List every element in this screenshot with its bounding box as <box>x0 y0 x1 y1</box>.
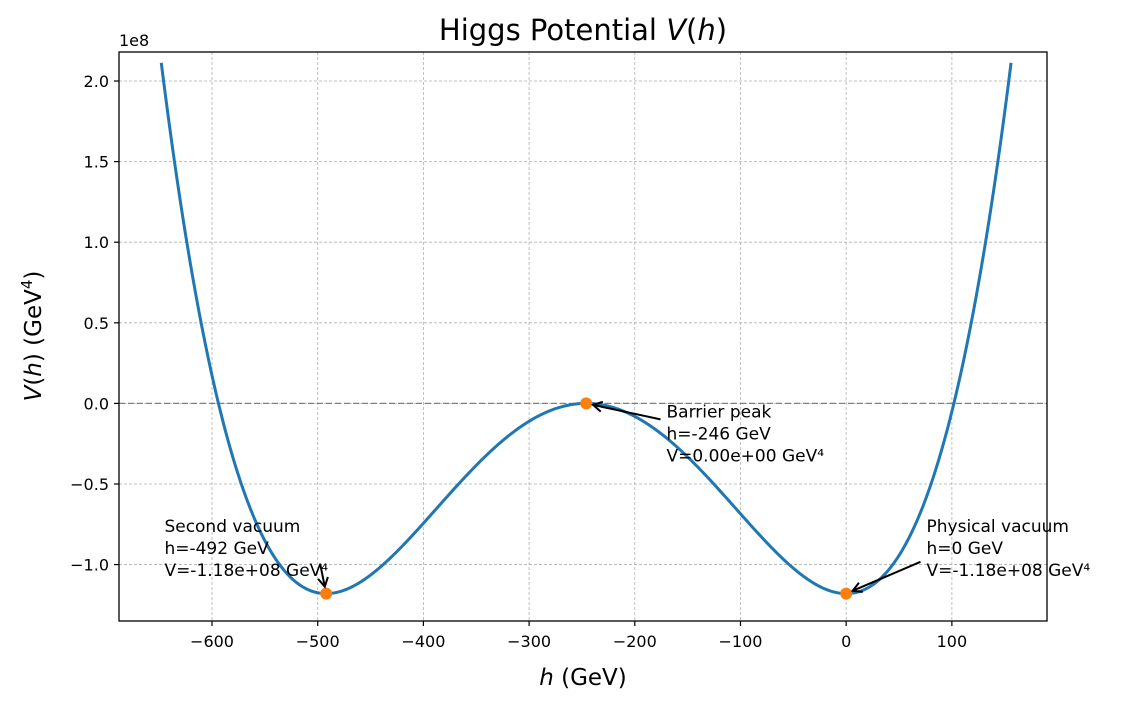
y-tick-label: 1.0 <box>84 233 109 252</box>
annotation-line: h=0 GeV <box>927 539 1004 559</box>
y-tick-label: −1.0 <box>70 556 109 575</box>
y-tick-label: −0.5 <box>70 475 109 494</box>
annotations: Second vacuum h=-492 GeV V=-1.18e+08 GeV⁴B… <box>164 400 1091 593</box>
chart-title: Higgs Potential V(h) <box>439 13 727 47</box>
x-axis-ticks: −600 −500 −400 −300 −200 −100 0 100 <box>190 621 967 651</box>
extremum-point <box>840 587 853 600</box>
annotation-arrow <box>852 560 921 592</box>
annotation-line: h=-246 GeV <box>666 424 771 444</box>
annotation-line: h=-492 GeV <box>164 539 269 559</box>
y-tick-label: 2.0 <box>84 72 109 91</box>
annotation-line: V=-1.18e+08 GeV⁴ <box>927 561 1091 581</box>
x-tick-label: −200 <box>613 632 657 651</box>
annotation-line: V=-1.18e+08 GeV⁴ <box>164 561 328 581</box>
annotation-arrowhead <box>591 400 604 413</box>
annotation-text: Second vacuum h=-492 GeV V=-1.18e+08 GeV⁴ <box>164 517 328 581</box>
y-offset-text: 1e8 <box>119 31 149 50</box>
annotation-line: Physical vacuum <box>927 517 1070 537</box>
y-tick-label: 0.5 <box>84 314 109 333</box>
y-axis-label: V(h) (GeV4) <box>18 271 47 402</box>
x-tick-label: −500 <box>296 632 340 651</box>
x-tick-label: −300 <box>507 632 551 651</box>
x-tick-label: −400 <box>401 632 445 651</box>
annotation-arrow <box>592 403 661 421</box>
extrema-points <box>320 397 853 600</box>
annotation-arrowhead <box>850 582 863 593</box>
axes-frame <box>118 51 1048 622</box>
annotation-text: Barrier peak h=-246 GeV V=0.00e+00 GeV⁴ <box>666 402 824 466</box>
x-tick-label: −600 <box>190 632 234 651</box>
y-axis-ticks: −1.0 −0.5 0.0 0.5 1.0 1.5 2.0 <box>70 72 119 575</box>
annotation-arrow <box>319 563 326 587</box>
x-tick-label: −100 <box>719 632 763 651</box>
extremum-point <box>320 587 333 600</box>
x-tick-label: 100 <box>937 632 968 651</box>
x-tick-label: 0 <box>841 632 851 651</box>
y-tick-label: 0.0 <box>84 394 109 413</box>
annotation-line: V=0.00e+00 GeV⁴ <box>666 446 824 466</box>
extremum-point <box>580 397 593 410</box>
annotation-text: Physical vacuum h=0 GeV V=-1.18e+08 GeV⁴ <box>927 517 1091 581</box>
annotation-line: Second vacuum <box>164 517 300 537</box>
annotation-line: Barrier peak <box>666 402 771 422</box>
x-axis-label: h (GeV) <box>539 665 627 691</box>
y-tick-label: 1.5 <box>84 153 109 172</box>
annotation-arrowhead <box>317 576 329 589</box>
